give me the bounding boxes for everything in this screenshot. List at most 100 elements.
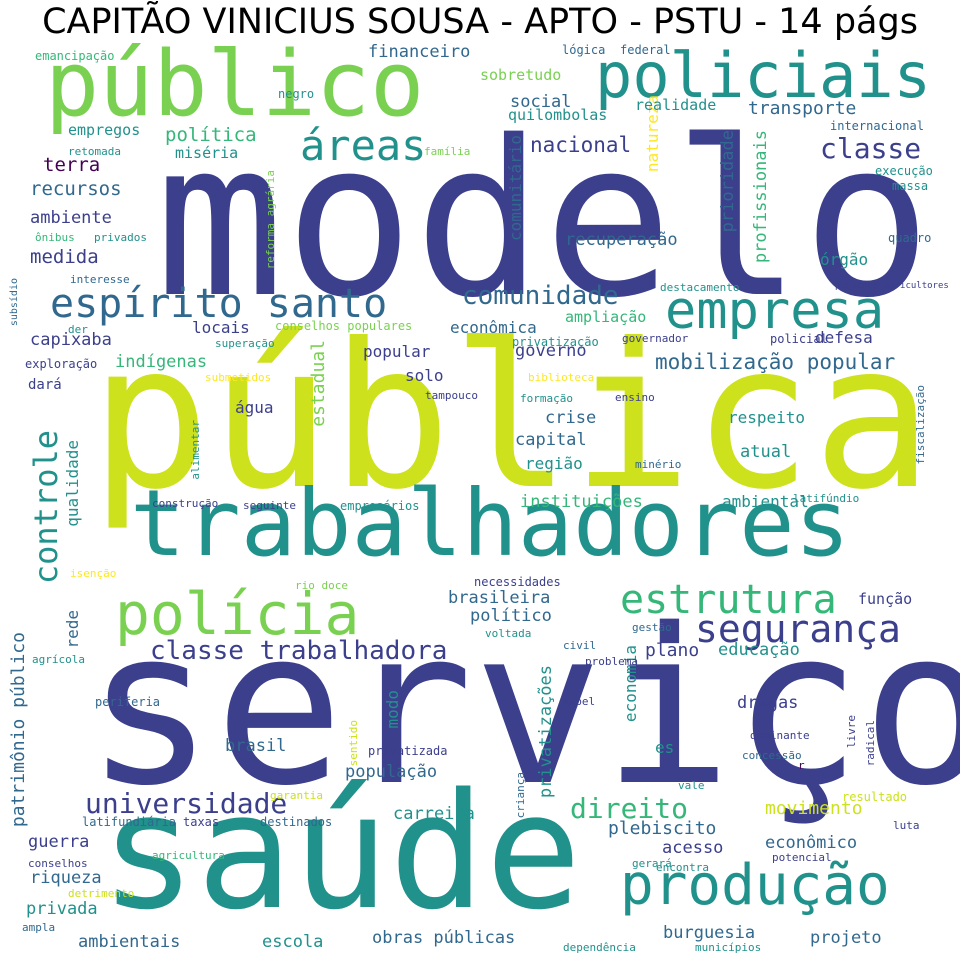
word-104: der — [68, 323, 88, 336]
word-2: serviço — [85, 582, 960, 833]
word-81: ambientais — [78, 932, 181, 952]
word-42: locais — [192, 318, 250, 337]
word-54: respeito — [728, 408, 806, 427]
word-12: segurança — [695, 607, 901, 651]
word-142: vale — [678, 779, 705, 792]
word-148: luta — [893, 819, 920, 832]
word-28: política — [165, 124, 257, 146]
word-56: estadual — [308, 340, 329, 427]
word-6: policiais — [595, 39, 931, 112]
word-112: biblioteca — [528, 371, 595, 384]
word-149: conselhos — [28, 857, 88, 870]
word-55: atual — [740, 442, 792, 462]
word-76: econômico — [765, 833, 858, 853]
word-27: financeiro — [368, 42, 471, 62]
word-129: civil — [563, 639, 597, 652]
word-70: brasil — [225, 736, 287, 756]
word-102: pequenos agricultores — [835, 281, 949, 291]
word-136: radical — [864, 720, 877, 767]
word-120: construção — [152, 497, 219, 510]
word-37: recursos — [30, 178, 122, 200]
word-103: destacamento — [660, 281, 740, 294]
word-32: transporte — [748, 98, 857, 119]
word-34: empregos — [68, 121, 141, 139]
word-21: recuperação — [565, 230, 678, 250]
word-23: prioridade — [718, 130, 738, 233]
word-64: plano — [645, 640, 700, 661]
word-110: exploração — [25, 357, 98, 371]
word-90: federal — [620, 43, 671, 57]
word-66: drogas — [737, 693, 799, 713]
word-18: comunidade — [462, 281, 619, 311]
word-77: acesso — [662, 838, 724, 858]
word-119: fiscalização — [914, 385, 927, 465]
word-132: periferia — [95, 695, 161, 709]
word-75: plebiscito — [608, 818, 717, 839]
word-99: quadro — [888, 231, 932, 245]
word-128: voltada — [485, 627, 532, 640]
word-20: mobilização popular — [655, 350, 896, 374]
word-38: ambiente — [30, 208, 112, 228]
word-151: potencial — [772, 851, 832, 864]
word-71: es — [655, 738, 675, 757]
word-7: polícia — [115, 580, 360, 648]
word-17: universidade — [85, 787, 288, 820]
word-144: resultado — [842, 790, 908, 804]
word-114: tampouco — [425, 389, 478, 402]
word-68: privatizações — [536, 665, 556, 799]
word-51: crise — [545, 408, 597, 428]
word-153: encontra — [656, 861, 709, 874]
word-134: dominante — [750, 729, 810, 742]
word-31: realidade — [635, 96, 717, 114]
word-60: rede — [63, 610, 82, 649]
word-138: privatizada — [368, 744, 448, 758]
word-73: movimento — [765, 798, 863, 819]
word-85: projeto — [810, 928, 882, 948]
word-133: papel — [562, 695, 596, 708]
word-95: massa — [892, 179, 929, 193]
word-126: necessidades — [474, 575, 561, 589]
word-24: profissionais — [751, 130, 771, 264]
word-93: internacional — [830, 119, 924, 133]
word-122: empresários — [340, 499, 420, 513]
word-139: concessão — [742, 749, 802, 762]
word-0: modelo — [155, 94, 932, 345]
word-74: carreira — [393, 804, 475, 824]
word-69: modo — [383, 690, 402, 729]
word-97: privados — [94, 231, 147, 244]
word-96: ônibus — [35, 231, 75, 244]
word-145: latifundiária — [82, 815, 176, 829]
word-131: problema — [585, 655, 638, 668]
word-78: guerra — [28, 832, 90, 852]
word-92: família — [424, 145, 471, 158]
word-80: privada — [26, 899, 98, 919]
word-14: classe trabalhadora — [150, 636, 448, 666]
word-65: educação — [718, 640, 800, 660]
word-150: agricultura — [152, 849, 225, 862]
word-127: gestão — [632, 621, 672, 634]
word-5: público — [45, 32, 425, 137]
word-48: popular — [363, 342, 431, 361]
word-106: superação — [215, 337, 275, 350]
word-108: governador — [622, 332, 689, 345]
word-100: interesse — [70, 273, 130, 286]
word-36: terra — [43, 154, 101, 176]
word-135: livre — [845, 715, 858, 749]
word-109: policial — [770, 332, 828, 346]
word-124: isenção — [70, 567, 117, 580]
word-140: r — [798, 759, 805, 772]
word-87: emancipação — [35, 49, 115, 63]
word-49: solo — [405, 366, 444, 385]
word-47: governo — [515, 341, 587, 361]
word-53: região — [525, 454, 583, 473]
word-152: gerará — [632, 857, 672, 870]
word-33: quilombolas — [508, 106, 608, 124]
word-8: empresa — [665, 281, 885, 341]
word-146: taxas — [183, 815, 220, 829]
word-113: dará — [28, 377, 62, 393]
word-30: social — [510, 92, 572, 112]
word-35: miséria — [175, 144, 239, 162]
word-121: seguinte — [243, 499, 296, 512]
word-115: formação — [520, 392, 573, 405]
